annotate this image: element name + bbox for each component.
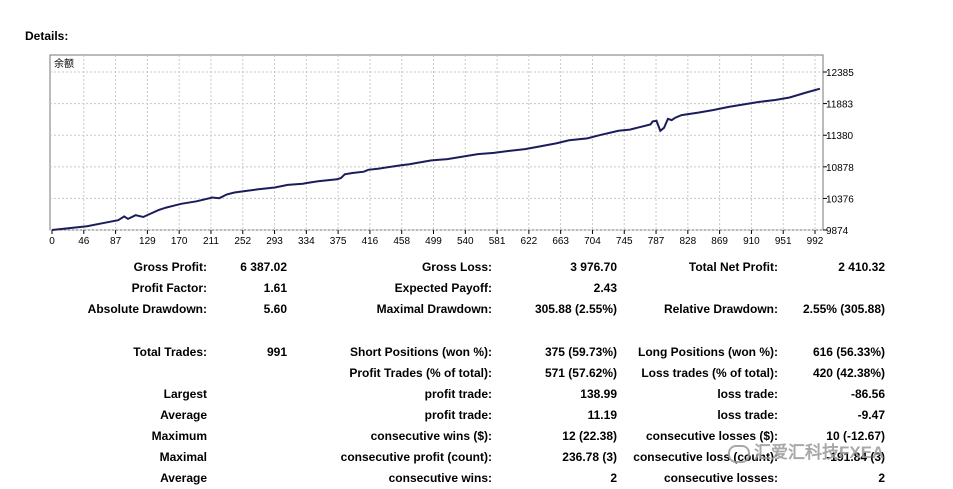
stat-label: loss trade: bbox=[717, 387, 778, 401]
x-tick-label: 951 bbox=[775, 236, 792, 247]
stat-label: Profit Factor: bbox=[131, 281, 207, 295]
x-tick-label: 828 bbox=[679, 236, 696, 247]
stat-value: 305.88 (2.55%) bbox=[534, 302, 617, 316]
x-tick-label: 129 bbox=[139, 236, 156, 247]
stat-value: -86.56 bbox=[850, 387, 885, 401]
y-tick-label: 11883 bbox=[826, 100, 854, 111]
chart-series-label: 余额 bbox=[54, 57, 74, 70]
stat-label: Long Positions (won %): bbox=[638, 345, 778, 359]
stat-value: 571 (57.62%) bbox=[544, 366, 617, 380]
chart-frame bbox=[49, 54, 824, 231]
x-tick-label: 581 bbox=[489, 236, 506, 247]
stat-label: Total Net Profit: bbox=[688, 260, 778, 274]
stat-label: consecutive wins: bbox=[388, 471, 492, 485]
stat-value: 420 (42.38%) bbox=[812, 366, 885, 380]
x-tick-label: 540 bbox=[457, 236, 474, 247]
stat-value: 2 bbox=[878, 471, 885, 485]
stat-value: 2 410.32 bbox=[838, 260, 885, 274]
x-tick-label: 787 bbox=[648, 236, 665, 247]
x-tick-label: 992 bbox=[807, 236, 824, 247]
watermark: 汇爱汇科技FXEA bbox=[728, 438, 884, 463]
stat-value: 12 (22.38) bbox=[562, 429, 617, 443]
stat-value: 3 976.70 bbox=[570, 260, 617, 274]
stat-value: 375 (59.73%) bbox=[544, 345, 617, 359]
stat-label: consecutive profit (count): bbox=[340, 450, 492, 464]
stat-value: 991 bbox=[266, 345, 287, 359]
y-tick-label: 11380 bbox=[826, 131, 854, 142]
x-tick-label: 252 bbox=[234, 236, 251, 247]
stat-label: Maximum bbox=[151, 429, 207, 443]
stat-label: Maximal bbox=[159, 450, 207, 464]
x-tick-label: 910 bbox=[743, 236, 760, 247]
stat-label: profit trade: bbox=[424, 408, 492, 422]
stat-label: consecutive losses: bbox=[663, 471, 778, 485]
y-tick-label: 10878 bbox=[826, 163, 854, 174]
stat-label: Maximal Drawdown: bbox=[376, 302, 492, 316]
x-tick-label: 622 bbox=[521, 236, 538, 247]
details-title: Details: bbox=[25, 29, 69, 43]
stat-value: 5.60 bbox=[263, 302, 287, 316]
stat-label: profit trade: bbox=[424, 387, 492, 401]
stat-label: Absolute Drawdown: bbox=[87, 302, 207, 316]
stat-label: Relative Drawdown: bbox=[663, 302, 778, 316]
stat-value: 11.19 bbox=[587, 408, 617, 422]
stat-value: 10 (-12.67) bbox=[826, 429, 885, 443]
stat-label: Gross Loss: bbox=[421, 260, 492, 274]
x-tick-label: 211 bbox=[203, 236, 219, 247]
balance-chart: 余额 0 46 87 129 170 211 252 293 334 375 416 458 499 54… bbox=[49, 54, 854, 247]
x-tick-label: 416 bbox=[362, 236, 379, 247]
stat-label: Average bbox=[160, 471, 207, 485]
x-tick-label: 170 bbox=[171, 236, 188, 247]
stat-label: Largest bbox=[163, 387, 207, 401]
stat-label: consecutive losses ($): bbox=[645, 429, 778, 443]
stat-label: loss trade: bbox=[717, 408, 778, 422]
y-tick-label: 12385 bbox=[826, 68, 854, 79]
x-tick-label: 663 bbox=[552, 236, 569, 247]
stat-value: -9.47 bbox=[857, 408, 885, 422]
x-tick-label: 87 bbox=[110, 236, 122, 247]
stat-label: Expected Payoff: bbox=[394, 281, 492, 295]
x-tick-label: 745 bbox=[616, 236, 633, 247]
stat-label: Average bbox=[160, 408, 207, 422]
x-tick-label: 458 bbox=[393, 236, 410, 247]
stat-value: -191.84 (3) bbox=[826, 450, 885, 464]
x-tick-label: 375 bbox=[330, 236, 347, 247]
x-tick-label: 293 bbox=[266, 236, 283, 247]
y-tick-label: 9874 bbox=[826, 226, 849, 237]
x-tick-label: 46 bbox=[78, 236, 90, 247]
x-axis: 0 46 87 129 170 211 252 293 334 375 416 458 499 540 58… bbox=[49, 230, 824, 247]
stat-value: 2.43 bbox=[593, 281, 617, 295]
x-tick-label: 334 bbox=[298, 236, 315, 247]
stat-label: Gross Profit: bbox=[133, 260, 207, 274]
x-tick-label: 0 bbox=[49, 236, 55, 247]
x-tick-label: 499 bbox=[425, 236, 442, 247]
x-tick-label: 704 bbox=[584, 236, 601, 247]
stat-value: 2.55% (305.88) bbox=[802, 302, 885, 316]
stat-value: 236.78 (3) bbox=[562, 450, 617, 464]
stat-value: 138.99 bbox=[580, 387, 617, 401]
stat-label: Short Positions (won %): bbox=[350, 345, 492, 359]
y-axis: 12385 11883 11380 10878 10376 9874 bbox=[823, 68, 854, 237]
wechat-icon bbox=[728, 444, 750, 463]
x-tick-label: 869 bbox=[711, 236, 728, 247]
stat-value: 6 387.02 bbox=[240, 260, 287, 274]
stat-value: 2 bbox=[610, 471, 617, 485]
stat-value: 616 (56.33%) bbox=[812, 345, 885, 359]
stat-label: Loss trades (% of total): bbox=[641, 366, 778, 380]
stat-label: Profit Trades (% of total): bbox=[349, 366, 492, 380]
stat-label: consecutive wins ($): bbox=[370, 429, 492, 443]
chart-grid bbox=[50, 55, 823, 231]
y-tick-label: 10376 bbox=[826, 194, 854, 205]
watermark-text: 汇爱汇科技FXEA bbox=[754, 443, 885, 462]
balance-line bbox=[51, 87, 821, 231]
stat-label: consecutive loss (count): bbox=[633, 450, 778, 464]
stat-value: 1.61 bbox=[263, 281, 287, 295]
stat-label: Total Trades: bbox=[133, 345, 207, 359]
